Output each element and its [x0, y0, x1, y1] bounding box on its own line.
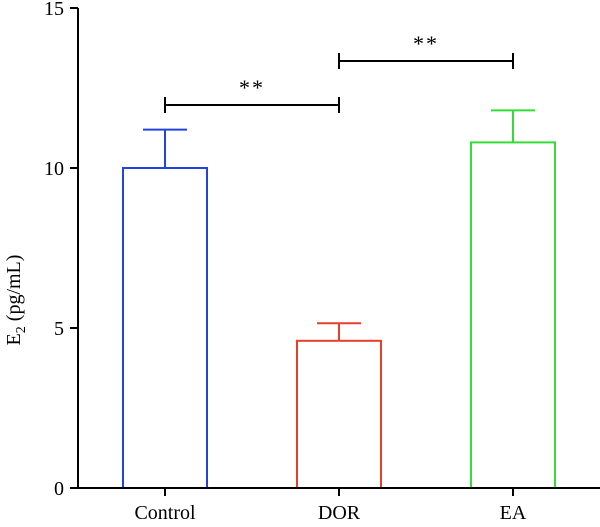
- y-axis-title-main: E: [3, 333, 25, 345]
- y-axis-title-unit: (pg/mL): [3, 255, 25, 327]
- x-axis: Control DOR EA: [78, 487, 600, 524]
- y-tick-label: 15: [44, 0, 64, 20]
- bar-control: [122, 167, 208, 489]
- sig-label: **: [239, 75, 265, 100]
- bar-dor: [296, 339, 382, 489]
- sig-label: **: [413, 31, 439, 56]
- y-tick-label: 10: [44, 158, 64, 180]
- y-tick-label: 5: [54, 318, 64, 340]
- y-axis-title-subscript: 2: [14, 326, 29, 333]
- bars: [122, 109, 556, 489]
- significance-brackets: ** **: [164, 31, 514, 113]
- x-tick-label-ea: EA: [500, 502, 527, 524]
- y-axis: 0 5 10 15: [44, 0, 79, 500]
- x-tick-label-dor: DOR: [318, 502, 361, 524]
- x-tick-label-control: Control: [134, 502, 196, 524]
- bar-ea: [470, 141, 556, 489]
- y-tick-label: 0: [54, 478, 64, 500]
- y-axis-title: E2 (pg/mL): [3, 255, 29, 346]
